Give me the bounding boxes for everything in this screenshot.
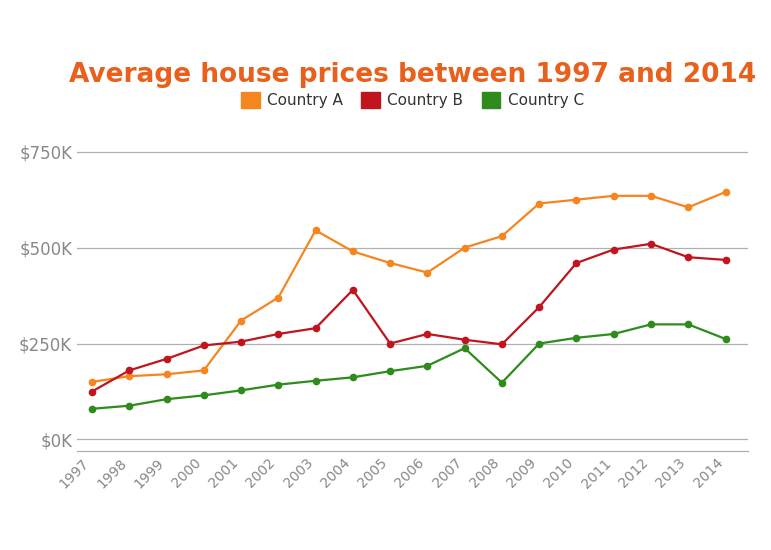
Country C — [646, 321, 655, 328]
Country C — [348, 374, 358, 381]
Country B — [125, 367, 134, 373]
Country B — [348, 287, 358, 293]
Country B — [423, 331, 432, 337]
Country C — [386, 368, 395, 375]
Country A — [199, 367, 208, 373]
Country A — [497, 233, 507, 239]
Country C — [87, 405, 96, 412]
Country A — [609, 192, 618, 199]
Title: Average house prices between 1997 and 2014: Average house prices between 1997 and 20… — [69, 62, 756, 88]
Country C — [460, 345, 470, 351]
Country B — [497, 341, 507, 348]
Line: Country B: Country B — [89, 241, 729, 395]
Country B — [274, 331, 283, 337]
Country C — [125, 403, 134, 409]
Line: Country C: Country C — [89, 321, 729, 412]
Legend: Country A, Country B, Country C: Country A, Country B, Country C — [235, 86, 590, 114]
Country A — [125, 373, 134, 380]
Line: Country A: Country A — [89, 189, 729, 385]
Country C — [572, 334, 581, 341]
Country B — [684, 254, 693, 261]
Country B — [311, 325, 320, 332]
Country A — [572, 196, 581, 203]
Country A — [87, 378, 96, 385]
Country B — [646, 240, 655, 247]
Country B — [721, 257, 730, 263]
Country A — [348, 248, 358, 255]
Country B — [460, 337, 470, 343]
Country C — [721, 336, 730, 342]
Country A — [162, 371, 171, 377]
Country A — [646, 192, 655, 199]
Country B — [237, 338, 246, 345]
Country B — [386, 340, 395, 347]
Country C — [684, 321, 693, 328]
Country B — [162, 356, 171, 362]
Country C — [237, 387, 246, 394]
Country C — [497, 379, 507, 386]
Country A — [684, 204, 693, 211]
Country B — [199, 342, 208, 349]
Country C — [609, 331, 618, 337]
Country A — [274, 294, 283, 301]
Country A — [423, 270, 432, 276]
Country A — [460, 244, 470, 251]
Country B — [87, 388, 96, 395]
Country C — [534, 340, 544, 347]
Country C — [311, 377, 320, 384]
Country A — [311, 227, 320, 234]
Country A — [721, 189, 730, 195]
Country B — [609, 246, 618, 253]
Country A — [386, 260, 395, 266]
Country C — [199, 392, 208, 399]
Country A — [534, 200, 544, 207]
Country B — [572, 260, 581, 266]
Country A — [237, 317, 246, 324]
Country B — [534, 304, 544, 310]
Country C — [162, 396, 171, 403]
Country C — [423, 362, 432, 369]
Country C — [274, 381, 283, 388]
